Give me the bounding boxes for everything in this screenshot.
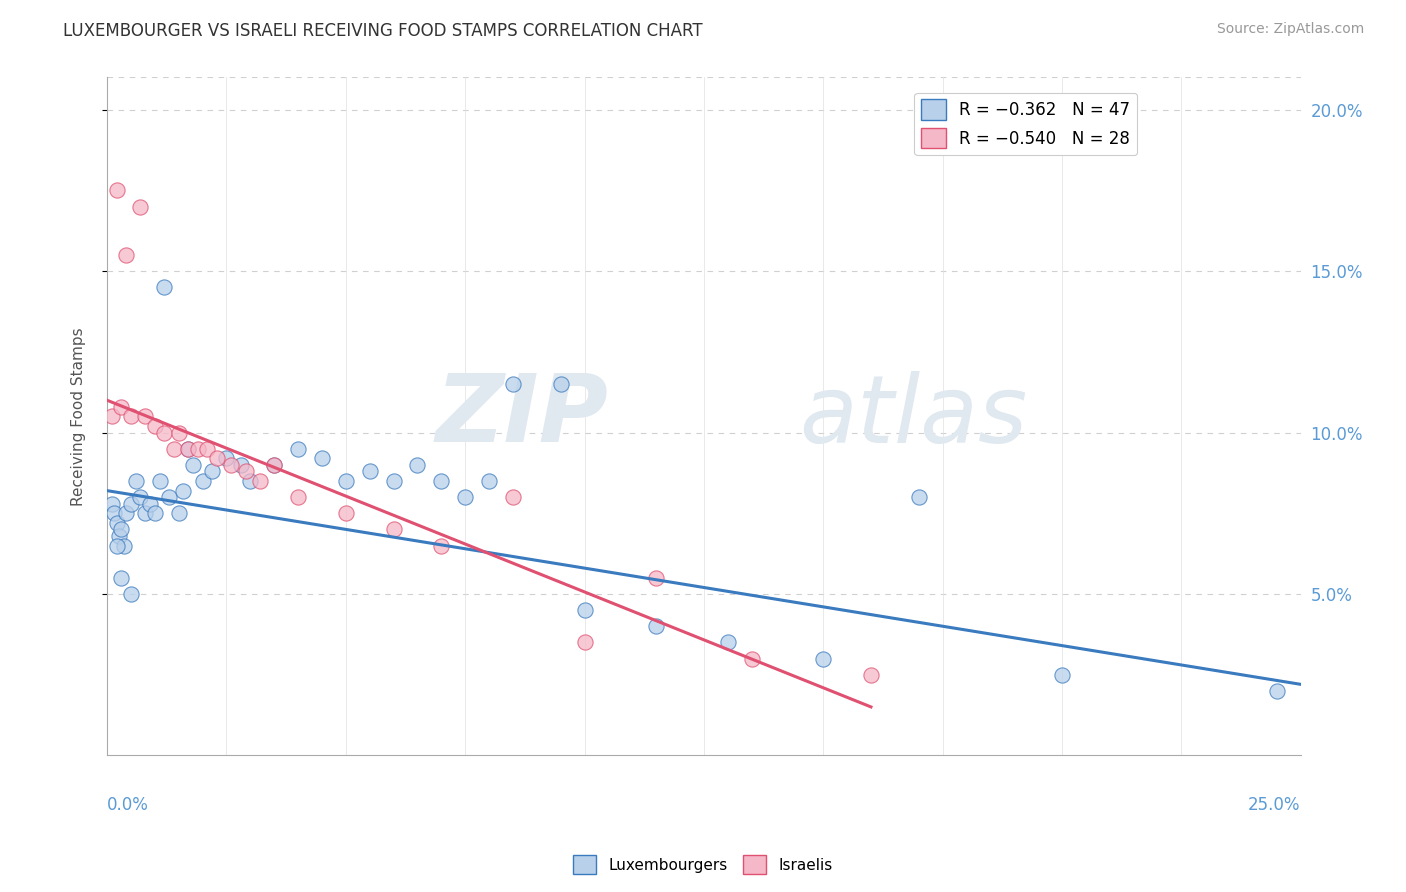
- Point: [717, 635, 740, 649]
- Point: [239, 474, 262, 488]
- Point: [263, 458, 285, 472]
- Point: [163, 442, 186, 456]
- Point: [105, 516, 128, 530]
- Point: [103, 506, 125, 520]
- Point: [201, 464, 224, 478]
- Point: [741, 651, 763, 665]
- Point: [382, 522, 405, 536]
- Point: [205, 451, 228, 466]
- Point: [139, 497, 162, 511]
- Point: [263, 458, 285, 472]
- Text: 0.0%: 0.0%: [107, 796, 149, 814]
- Point: [195, 442, 218, 456]
- Point: [235, 464, 257, 478]
- Point: [502, 490, 524, 504]
- Point: [112, 539, 135, 553]
- Point: [859, 667, 882, 681]
- Point: [382, 474, 405, 488]
- Point: [105, 183, 128, 197]
- Point: [101, 409, 124, 424]
- Text: Source: ZipAtlas.com: Source: ZipAtlas.com: [1216, 22, 1364, 37]
- Point: [645, 571, 668, 585]
- Point: [287, 490, 309, 504]
- Point: [120, 497, 142, 511]
- Point: [191, 474, 214, 488]
- Point: [108, 529, 131, 543]
- Point: [1050, 667, 1073, 681]
- Text: 25.0%: 25.0%: [1249, 796, 1301, 814]
- Point: [129, 200, 152, 214]
- Point: [105, 539, 128, 553]
- Point: [149, 474, 172, 488]
- Point: [335, 474, 357, 488]
- Point: [335, 506, 357, 520]
- Point: [134, 506, 156, 520]
- Point: [454, 490, 477, 504]
- Y-axis label: Receiving Food Stamps: Receiving Food Stamps: [72, 327, 86, 506]
- Point: [430, 539, 453, 553]
- Point: [311, 451, 333, 466]
- Point: [177, 442, 200, 456]
- Point: [177, 442, 200, 456]
- Point: [215, 451, 238, 466]
- Point: [153, 425, 176, 440]
- Point: [115, 248, 138, 262]
- Point: [229, 458, 252, 472]
- Point: [125, 474, 148, 488]
- Legend: Luxembourgers, Israelis: Luxembourgers, Israelis: [568, 849, 838, 880]
- Point: [120, 587, 142, 601]
- Point: [430, 474, 453, 488]
- Point: [406, 458, 429, 472]
- Point: [645, 619, 668, 633]
- Point: [143, 419, 166, 434]
- Point: [287, 442, 309, 456]
- Point: [110, 400, 132, 414]
- Point: [129, 490, 152, 504]
- Point: [167, 425, 190, 440]
- Point: [115, 506, 138, 520]
- Point: [110, 522, 132, 536]
- Point: [219, 458, 242, 472]
- Point: [101, 497, 124, 511]
- Point: [502, 377, 524, 392]
- Point: [181, 458, 204, 472]
- Point: [907, 490, 929, 504]
- Point: [153, 280, 176, 294]
- Text: atlas: atlas: [800, 371, 1028, 462]
- Text: LUXEMBOURGER VS ISRAELI RECEIVING FOOD STAMPS CORRELATION CHART: LUXEMBOURGER VS ISRAELI RECEIVING FOOD S…: [63, 22, 703, 40]
- Point: [187, 442, 209, 456]
- Point: [359, 464, 381, 478]
- Point: [249, 474, 271, 488]
- Point: [574, 635, 596, 649]
- Point: [134, 409, 156, 424]
- Point: [110, 571, 132, 585]
- Text: ZIP: ZIP: [436, 370, 609, 462]
- Point: [167, 506, 190, 520]
- Point: [813, 651, 835, 665]
- Legend: R = −0.362   N = 47, R = −0.540   N = 28: R = −0.362 N = 47, R = −0.540 N = 28: [914, 93, 1137, 155]
- Point: [550, 377, 572, 392]
- Point: [574, 603, 596, 617]
- Point: [157, 490, 180, 504]
- Point: [143, 506, 166, 520]
- Point: [120, 409, 142, 424]
- Point: [1265, 683, 1288, 698]
- Point: [478, 474, 501, 488]
- Point: [172, 483, 194, 498]
